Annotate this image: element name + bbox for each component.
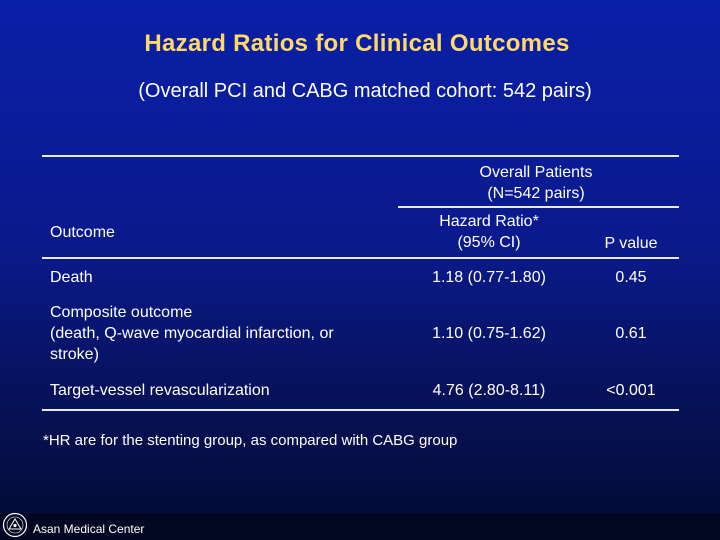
group-header-line2: (N=542 pairs) — [487, 185, 585, 202]
group-header-rule — [398, 206, 679, 208]
column-header-hr-line1: Hazard Ratio* — [439, 213, 539, 230]
table-header-rule — [42, 257, 679, 259]
column-header-outcome: Outcome — [50, 224, 115, 241]
row-outcome: Composite outcome (death, Q-wave myocard… — [50, 302, 390, 365]
slide-subtitle: (Overall PCI and CABG matched cohort: 54… — [138, 80, 592, 102]
row-outcome: Death — [50, 269, 93, 286]
row-hazard-ratio: 1.18 (0.77-1.80) — [432, 269, 546, 286]
row-outcome-line2: (death, Q-wave myocardial infarction, or — [50, 325, 334, 342]
group-header: Overall Patients (N=542 pairs) — [420, 162, 652, 204]
table-top-rule — [42, 155, 679, 157]
column-header-hazard-ratio: Hazard Ratio* (95% CI) — [400, 211, 578, 253]
row-outcome-line3: stroke) — [50, 346, 99, 363]
group-header-line1: Overall Patients — [479, 164, 593, 181]
row-outcome: Target-vessel revascularization — [50, 382, 270, 399]
hospital-seal-icon — [2, 512, 28, 538]
footnote: *HR are for the stenting group, as compa… — [43, 432, 458, 449]
row-hazard-ratio: 1.10 (0.75-1.62) — [432, 325, 546, 342]
row-p-value: 0.61 — [615, 325, 647, 342]
row-hazard-ratio: 4.76 (2.80-8.11) — [432, 382, 546, 399]
row-p-value: <0.001 — [606, 382, 656, 399]
row-p-value: 0.45 — [615, 269, 647, 286]
footer-org-name: Asan Medical Center — [33, 522, 145, 536]
row-outcome-line1: Composite outcome — [50, 304, 193, 321]
slide-title: Hazard Ratios for Clinical Outcomes — [144, 30, 570, 57]
table-bottom-rule — [42, 409, 679, 411]
footer-bar — [0, 513, 720, 540]
column-header-hr-line2: (95% CI) — [457, 234, 521, 251]
column-header-p-value: P value — [604, 235, 658, 252]
